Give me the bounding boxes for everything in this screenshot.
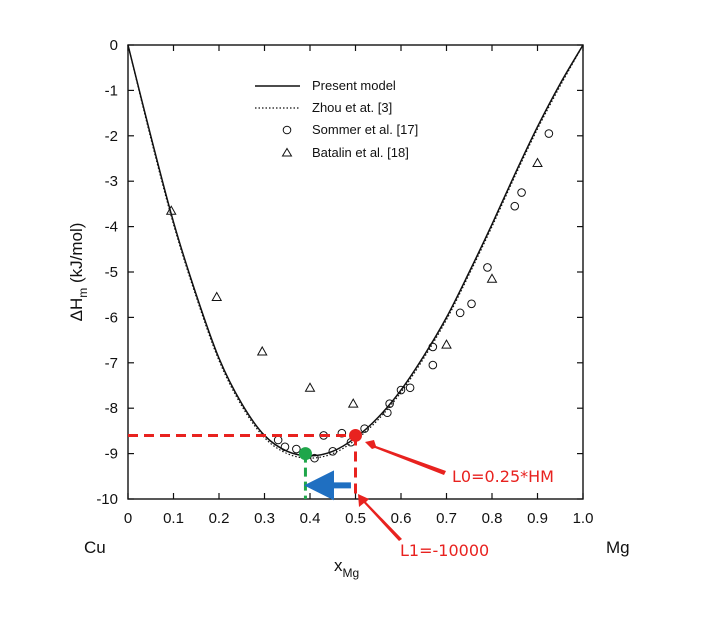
x-tick-label: 0.6 — [391, 510, 412, 527]
x-tick-label: 0.2 — [209, 510, 230, 527]
annotation-overlay: L0=0.25*HM L1=-10000 — [128, 428, 554, 560]
y-tick-label: -3 — [105, 173, 118, 190]
x-axis-title-sub: Mg — [343, 566, 360, 580]
legend-label-zhou: Zhou et at. [3] — [312, 100, 392, 115]
y-tick-label: -5 — [105, 264, 118, 281]
x-axis-title: xMg — [334, 556, 359, 580]
y-tick-label: -8 — [105, 400, 118, 417]
y-tick-label: -2 — [105, 128, 118, 145]
y-axis-title-main: ΔH — [67, 298, 86, 322]
sommer-point — [517, 188, 526, 197]
sommer-point — [310, 453, 319, 463]
legend-swatch-batalin — [281, 147, 293, 157]
x-tick-label: 0 — [124, 510, 132, 527]
sommer-point — [328, 447, 338, 456]
sommer-point — [273, 435, 283, 445]
series-batalin-points — [165, 157, 543, 408]
x-tick-label: 0.8 — [482, 510, 503, 527]
legend-label-sommer: Sommer et al. [17] — [312, 122, 418, 137]
legend-swatch-sommer — [282, 125, 292, 135]
sommer-point — [292, 444, 301, 454]
y-tick-label: -10 — [96, 491, 118, 508]
series-present-model-line — [127, 44, 584, 457]
y-tick-label: -6 — [105, 309, 118, 326]
annotation-green-point — [298, 447, 312, 461]
y-tick-label: -1 — [105, 82, 118, 99]
sommer-point — [280, 442, 290, 452]
sommer-point — [467, 299, 476, 309]
x-tick-label: 0.5 — [345, 510, 366, 527]
x-tick-label: 1.0 — [573, 510, 594, 527]
annotation-callout-arrow-l1 — [358, 494, 402, 541]
sommer-point — [510, 201, 520, 211]
x-tick-label: 0.4 — [300, 510, 321, 527]
x-tick-label: 0.3 — [254, 510, 275, 527]
x-end-right-label: Mg — [606, 538, 630, 557]
sommer-point — [455, 308, 465, 318]
annotation-label-l0: L0=0.25*HM — [452, 467, 554, 486]
x-axis-title-main: x — [334, 556, 343, 575]
legend-label-present-model: Present model — [312, 78, 396, 93]
y-axis-title-sub: m — [76, 288, 90, 298]
sommer-point — [428, 360, 438, 370]
sommer-point — [396, 385, 406, 395]
x-axis-ticks: 0 0.1 0.2 0.3 0.4 0.5 0.6 0.7 0.8 0.9 1.0 — [124, 45, 594, 527]
legend-label-batalin: Batalin et al. [18] — [312, 145, 409, 160]
sommer-point — [405, 383, 415, 393]
sommer-point — [428, 342, 438, 352]
annotation-callout-arrow-l0 — [365, 440, 446, 475]
series-sommer-points — [273, 129, 554, 463]
sommer-point — [483, 263, 492, 272]
sommer-point — [383, 408, 392, 418]
y-axis-title: ΔHm (kJ/mol) — [67, 223, 90, 322]
y-axis-ticks: 0 -1 -2 -3 -4 -5 -6 -7 -8 -9 -10 — [96, 37, 583, 508]
annotation-label-l1: L1=-10000 — [400, 541, 489, 560]
batalin-point — [211, 291, 223, 301]
sommer-point — [385, 399, 394, 408]
batalin-point — [441, 339, 452, 349]
y-axis-title-unit: (kJ/mol) — [67, 223, 86, 288]
annotation-red-point — [349, 428, 362, 442]
batalin-point — [256, 345, 268, 356]
x-tick-label: 0.1 — [163, 510, 184, 527]
batalin-point — [165, 205, 177, 215]
y-tick-label: 0 — [110, 37, 118, 54]
x-tick-label: 0.7 — [436, 510, 457, 527]
batalin-point — [304, 382, 316, 392]
batalin-point — [486, 273, 498, 283]
x-tick-label: 0.9 — [527, 510, 548, 527]
sommer-point — [544, 129, 554, 138]
sommer-point — [337, 428, 347, 438]
batalin-point — [532, 157, 543, 168]
sommer-point — [360, 424, 369, 433]
y-tick-label: -9 — [105, 446, 118, 463]
y-tick-label: -4 — [105, 219, 118, 236]
x-end-left-label: Cu — [84, 538, 106, 557]
batalin-point — [347, 398, 359, 408]
y-tick-label: -7 — [105, 355, 118, 372]
legend: Present model Zhou et at. [3] Sommer et … — [255, 78, 418, 160]
